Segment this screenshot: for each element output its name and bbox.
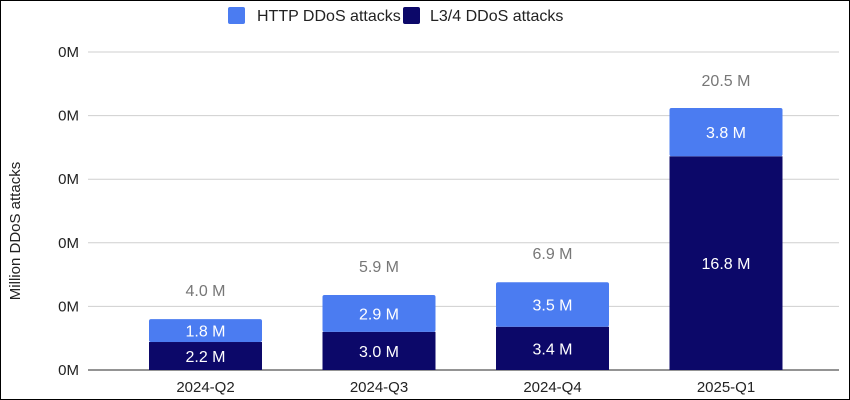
legend-swatch-l34 bbox=[403, 7, 420, 24]
legend-label-http: HTTP DDoS attacks bbox=[257, 8, 401, 25]
bar-segment-l34 bbox=[149, 342, 262, 370]
x-tick-label: 2025-Q1 bbox=[697, 379, 755, 396]
bar-segment-l34 bbox=[496, 326, 609, 370]
x-tick-label: 2024-Q3 bbox=[350, 379, 408, 396]
total-label: 6.9 M bbox=[532, 246, 572, 263]
data-label: 2.9 M bbox=[359, 306, 399, 323]
data-label: 3.5 M bbox=[532, 297, 572, 314]
legend-label-l34: L3/4 DDoS attacks bbox=[430, 8, 563, 25]
total-label: 5.9 M bbox=[359, 259, 399, 276]
total-label: 20.5 M bbox=[702, 73, 751, 90]
data-label: 3.8 M bbox=[706, 125, 746, 142]
y-tick-label: 0M bbox=[58, 44, 79, 61]
data-label: 3.4 M bbox=[532, 341, 572, 358]
total-label: 4.0 M bbox=[185, 283, 225, 300]
y-tick-label: 0M bbox=[58, 235, 79, 252]
data-label: 16.8 M bbox=[702, 256, 751, 273]
data-label: 2.2 M bbox=[185, 349, 225, 366]
bar-segment-http bbox=[322, 294, 436, 332]
y-tick-label: 0M bbox=[58, 362, 79, 379]
x-tick-label: 2024-Q4 bbox=[523, 379, 581, 396]
legend-swatch-http bbox=[228, 7, 245, 24]
data-label: 1.8 M bbox=[185, 324, 225, 341]
y-tick-label: 0M bbox=[58, 171, 79, 188]
bar-segment-l34 bbox=[669, 156, 783, 370]
y-axis-title: Million DDoS attacks bbox=[7, 162, 24, 300]
y-tick-label: 0M bbox=[58, 298, 79, 315]
y-tick-label: 0M bbox=[58, 108, 79, 125]
bar-segment-http bbox=[496, 282, 609, 327]
data-label: 3.0 M bbox=[359, 344, 399, 361]
bar-segment-l34 bbox=[322, 331, 436, 370]
x-tick-label: 2024-Q2 bbox=[176, 379, 234, 396]
bar-segment-http bbox=[149, 319, 262, 343]
bar-segment-http bbox=[669, 107, 783, 157]
